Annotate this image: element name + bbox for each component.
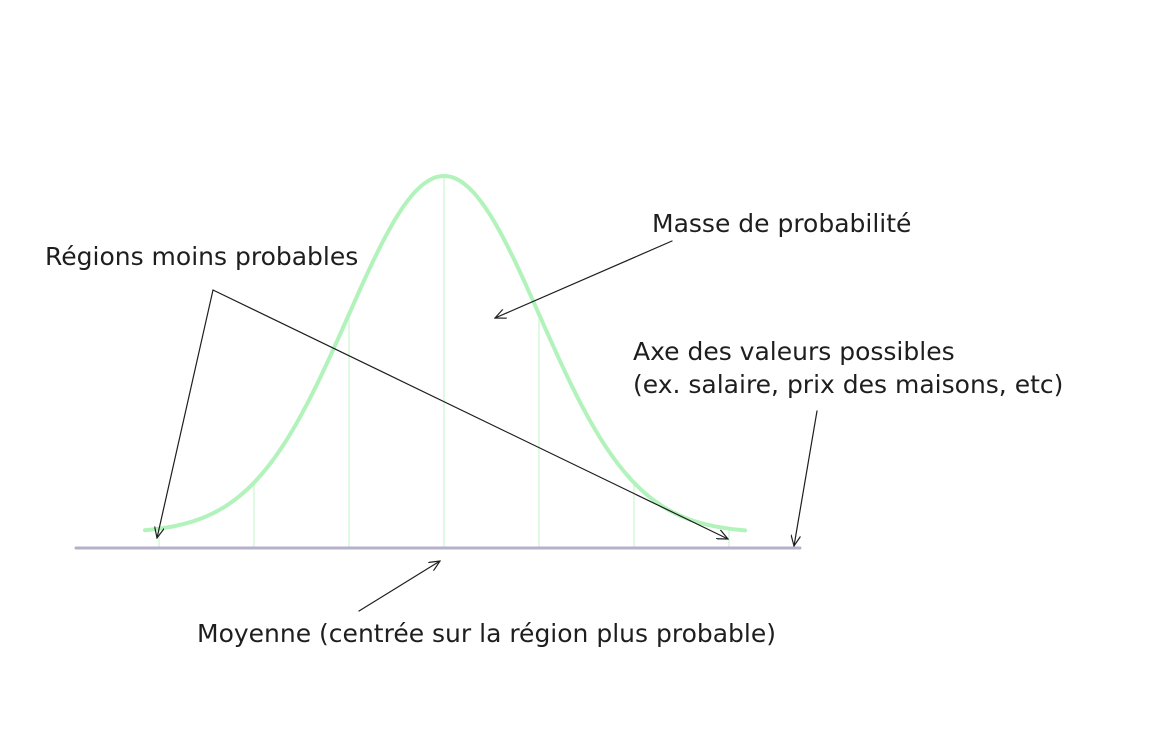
value-axis-label-line1: Axe des valeurs possibles bbox=[633, 337, 955, 366]
less-probable-regions-label: Régions moins probables bbox=[45, 242, 358, 271]
value-axis-arrow bbox=[794, 410, 818, 546]
bell-curve bbox=[143, 173, 747, 533]
value-axis-label-line2: (ex. salaire, prix des maisons, etc) bbox=[633, 370, 1063, 399]
right-tail-arrow bbox=[212, 289, 728, 539]
probability-mass-arrow bbox=[495, 240, 673, 318]
left-tail-arrow bbox=[157, 289, 214, 538]
probability-mass-label: Masse de probabilité bbox=[652, 209, 911, 238]
mean-arrow bbox=[358, 561, 440, 612]
mean-label: Moyenne (centrée sur la région plus prob… bbox=[197, 619, 776, 648]
